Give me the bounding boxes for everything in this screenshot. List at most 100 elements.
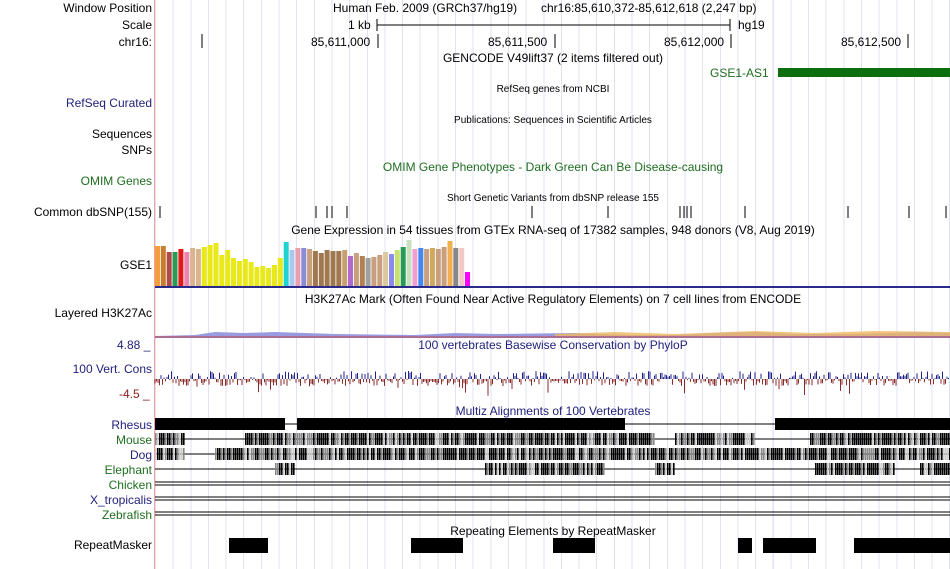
gencode-gene-feature[interactable] bbox=[778, 68, 950, 77]
multiz-species-mouse[interactable]: Mouse bbox=[115, 433, 152, 447]
multiz-block bbox=[259, 433, 261, 445]
multiz-block bbox=[816, 433, 818, 445]
multiz-block bbox=[321, 433, 323, 445]
multiz-block bbox=[727, 433, 729, 445]
multiz-block bbox=[647, 433, 649, 445]
multiz-block bbox=[481, 433, 483, 445]
multiz-block bbox=[219, 448, 221, 460]
dbsnp-track-label[interactable]: Common dbSNP(155) bbox=[33, 205, 152, 219]
multiz-block bbox=[481, 448, 483, 460]
multiz-block bbox=[771, 448, 773, 460]
multiz-block bbox=[347, 448, 349, 460]
conservation-plot[interactable] bbox=[154, 352, 950, 398]
rmsk-track-label[interactable]: RepeatMasker bbox=[73, 538, 152, 552]
multiz-species-dog[interactable]: Dog bbox=[129, 448, 152, 462]
snps-track-label[interactable]: SNPs bbox=[121, 143, 152, 157]
omim-track-label[interactable]: OMIM Genes bbox=[80, 174, 152, 188]
h3k27ac-signal[interactable] bbox=[155, 320, 950, 338]
multiz-block bbox=[553, 463, 555, 475]
gtex-track-label[interactable]: GSE1 bbox=[119, 258, 152, 272]
multiz-species-chicken[interactable]: Chicken bbox=[108, 478, 152, 492]
multiz-block bbox=[737, 448, 739, 460]
multiz-block bbox=[857, 463, 859, 475]
multiz-block bbox=[855, 448, 857, 460]
cons-track-label[interactable]: 100 Vert. Cons bbox=[72, 362, 152, 376]
multiz-block bbox=[465, 448, 467, 460]
multiz-block bbox=[485, 433, 487, 445]
multiz-block bbox=[611, 433, 613, 445]
ruler-graphics[interactable] bbox=[0, 0, 950, 60]
multiz-block bbox=[841, 463, 843, 475]
multiz-alignments[interactable] bbox=[155, 417, 950, 523]
multiz-block bbox=[553, 448, 555, 460]
multiz-block bbox=[165, 448, 167, 460]
pubs-track-label[interactable]: Sequences bbox=[91, 127, 152, 141]
multiz-block bbox=[575, 463, 577, 475]
multiz-block bbox=[293, 463, 295, 475]
multiz-block bbox=[921, 448, 923, 460]
tick-label: 85,611,500 bbox=[488, 35, 548, 49]
multiz-block bbox=[489, 433, 491, 445]
multiz-block bbox=[817, 448, 819, 460]
gencode-item-label[interactable]: GSE1-AS1 bbox=[710, 66, 769, 80]
multiz-block bbox=[467, 433, 469, 445]
multiz-block bbox=[429, 433, 431, 445]
multiz-block bbox=[529, 448, 531, 460]
multiz-block bbox=[179, 448, 181, 460]
gtex-bar bbox=[459, 248, 465, 286]
h3k27ac-track-label[interactable]: Layered H3K27Ac bbox=[54, 306, 152, 320]
multiz-block bbox=[455, 433, 457, 445]
multiz-block bbox=[449, 433, 451, 445]
multiz-block bbox=[435, 448, 437, 460]
gtex-bar bbox=[406, 240, 412, 286]
multiz-block bbox=[163, 448, 165, 460]
multiz-block bbox=[297, 433, 299, 445]
multiz-block bbox=[901, 448, 903, 460]
multiz-block bbox=[701, 433, 703, 445]
multiz-block bbox=[583, 433, 585, 445]
refseq-track-label[interactable]: RefSeq Curated bbox=[65, 96, 152, 110]
multiz-block bbox=[539, 433, 541, 445]
gtex-bar bbox=[453, 248, 459, 286]
tick-label: 85,612,500 bbox=[841, 35, 902, 49]
multiz-block bbox=[541, 463, 543, 475]
gtex-bar-chart[interactable] bbox=[155, 238, 950, 290]
multiz-block bbox=[249, 433, 251, 445]
multiz-species-rhesus[interactable]: Rhesus bbox=[111, 418, 152, 432]
multiz-block bbox=[579, 433, 581, 445]
multiz-block bbox=[495, 463, 497, 475]
cons-max-label: 4.88 _ bbox=[117, 338, 151, 352]
multiz-block bbox=[305, 433, 307, 445]
multiz-block bbox=[687, 433, 689, 445]
multiz-block bbox=[463, 433, 465, 445]
multiz-block bbox=[733, 448, 735, 460]
multiz-block bbox=[343, 433, 345, 445]
multiz-block bbox=[525, 433, 527, 445]
multiz-block bbox=[245, 433, 247, 445]
multiz-block bbox=[161, 433, 163, 445]
multiz-block bbox=[341, 448, 343, 460]
multiz-species-zebrafish[interactable]: Zebrafish bbox=[101, 508, 152, 522]
multiz-block bbox=[419, 448, 421, 460]
multiz-block bbox=[315, 448, 317, 460]
multiz-block bbox=[405, 433, 407, 445]
multiz-block bbox=[833, 463, 835, 475]
multiz-block bbox=[323, 448, 325, 460]
dbsnp-variants[interactable] bbox=[0, 204, 950, 220]
multiz-block bbox=[823, 448, 825, 460]
multiz-species-elephant[interactable]: Elephant bbox=[104, 463, 152, 477]
multiz-block bbox=[389, 433, 391, 445]
repeatmasker-elements[interactable] bbox=[0, 537, 950, 555]
multiz-species-xtropicalis[interactable]: X_tropicalis bbox=[89, 493, 152, 507]
multiz-block bbox=[677, 433, 679, 445]
multiz-block bbox=[273, 448, 275, 460]
multiz-block bbox=[699, 448, 701, 460]
multiz-block bbox=[783, 448, 785, 460]
multiz-block bbox=[251, 448, 253, 460]
multiz-block bbox=[585, 463, 587, 475]
multiz-block bbox=[445, 448, 447, 460]
multiz-block bbox=[839, 448, 841, 460]
multiz-block bbox=[353, 433, 355, 445]
multiz-block bbox=[681, 448, 683, 460]
multiz-block bbox=[665, 448, 667, 460]
